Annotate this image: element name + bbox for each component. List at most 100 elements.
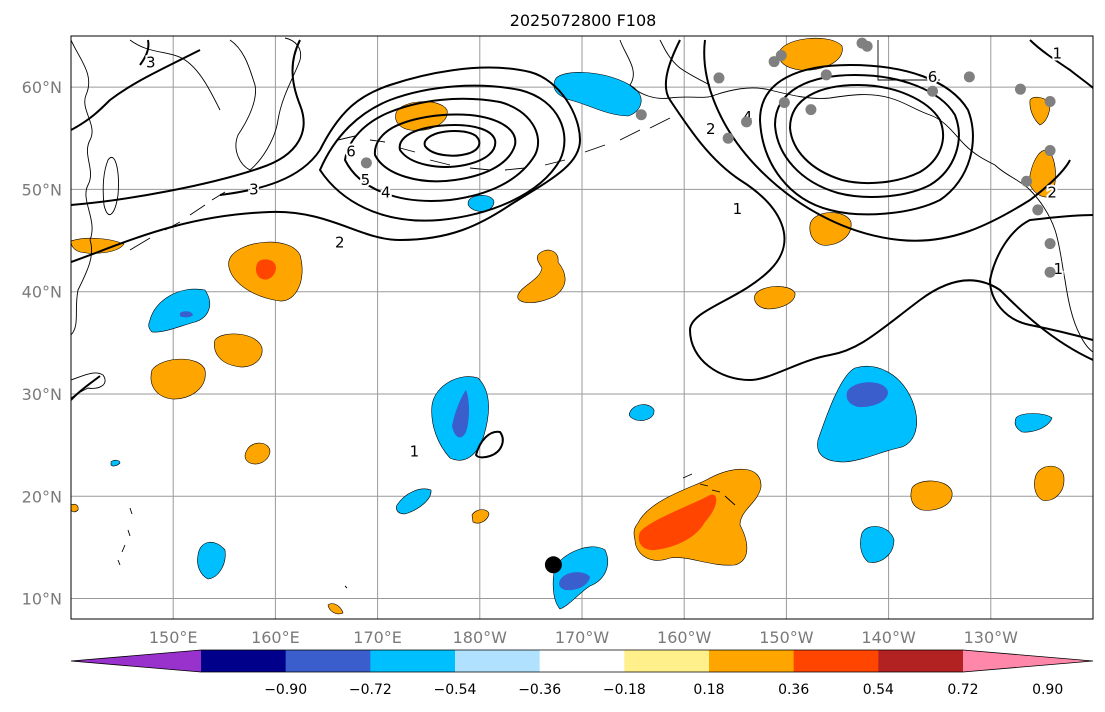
anomaly-patch: [471, 509, 490, 524]
colorbar-label: 0.18: [693, 682, 724, 698]
contour-label: 6: [346, 143, 356, 161]
colorbar-swatch: [624, 650, 710, 672]
contour-label: 2: [335, 234, 345, 252]
station-dot: [820, 69, 832, 81]
station-dot: [778, 96, 790, 108]
lon-label: 170°W: [555, 628, 610, 647]
anomaly-patch: [860, 526, 895, 563]
anomaly-patch: [197, 542, 226, 580]
lon-label: 140°W: [861, 628, 916, 647]
station-dot: [775, 49, 787, 61]
station-markers: [360, 37, 1056, 574]
anomaly-patch: [110, 459, 121, 467]
anomaly-shading: [71, 37, 1065, 615]
lat-label: 40°N: [22, 283, 62, 302]
anomaly-patch: [1014, 413, 1053, 433]
contour-label: 3: [146, 54, 156, 72]
colorbar-extend-high: [963, 650, 1093, 672]
map-frame: [70, 35, 1094, 620]
colorbar-swatch: [878, 650, 964, 672]
coastline-kamchatka: [229, 37, 302, 171]
contour-line: [664, 39, 1093, 382]
contour-label: 2: [1047, 183, 1057, 201]
map-title: 2025072800 F108: [510, 11, 657, 30]
anomaly-patch: [628, 404, 655, 421]
coastline-alaska-inner: [659, 39, 711, 86]
lon-label: 170°E: [353, 628, 402, 647]
anomaly-patch: [910, 480, 953, 511]
colorbar-label: −0.18: [603, 682, 646, 698]
station-dot: [1044, 266, 1056, 278]
anomaly-patch: [778, 37, 843, 71]
station-dot: [1044, 238, 1056, 250]
anomaly-patch: [71, 503, 79, 513]
colorbar-label: −0.54: [434, 682, 477, 698]
contour-line: [703, 39, 1071, 242]
colorbar-swatch: [285, 650, 371, 672]
anomaly-patch: [244, 442, 271, 465]
station-dot: [861, 40, 873, 52]
contour-line: [773, 73, 960, 198]
colorbar-label: −0.90: [264, 682, 307, 698]
lat-label: 30°N: [22, 385, 62, 404]
contour-line: [71, 49, 201, 131]
anomaly-patch: [214, 333, 263, 368]
lat-label: 60°N: [22, 78, 62, 97]
contour-line: [71, 66, 582, 263]
coastlines: [71, 37, 1093, 589]
contours: [71, 39, 1093, 459]
station-dot: [722, 132, 734, 144]
contour-label: 1: [1052, 44, 1062, 62]
station-dot: [927, 85, 939, 97]
station-dot: [1032, 204, 1044, 216]
contour-label: 4: [381, 183, 391, 201]
contour-line: [318, 84, 566, 222]
colorbar-swatch: [201, 650, 287, 672]
anomaly-patch: [1034, 465, 1065, 501]
anomaly-patch: [809, 212, 852, 246]
coastline-hawaii: [682, 473, 736, 506]
colorbar-extend-low: [71, 650, 201, 672]
lon-label: 150°E: [149, 628, 198, 647]
colorbar-swatch: [793, 650, 879, 672]
anomaly-patch: [1029, 96, 1051, 126]
positive-anomaly-regions: [71, 37, 1065, 615]
longitude-labels: 150°E 160°E 170°E 180°W 170°W 160°W 150°…: [149, 628, 1018, 647]
contour-label: 6: [928, 68, 938, 86]
contour-label: 2: [706, 120, 716, 138]
coastline-islands: [117, 507, 348, 589]
anomaly-patch: [148, 288, 210, 333]
contour-line: [474, 430, 504, 459]
lon-label: 160°W: [657, 628, 712, 647]
colorbar-label: −0.36: [518, 682, 561, 698]
colorbar-label: 0.54: [863, 682, 894, 698]
anomaly-patch: [638, 494, 717, 551]
station-dot: [768, 56, 780, 68]
contour-label: 1: [733, 200, 743, 218]
contour-line: [988, 214, 1093, 341]
contour-line: [373, 113, 517, 183]
anomaly-patch: [553, 72, 642, 117]
anomaly-patch: [71, 237, 125, 254]
lon-label: 150°W: [759, 628, 814, 647]
anomaly-patch: [396, 488, 432, 515]
station-dot: [1044, 145, 1056, 157]
contour-labels: 3 6 5 4 3 2 1 1 2 4 6 1 2 1 1: [144, 42, 1065, 462]
contour-label: 3: [249, 180, 259, 198]
anomaly-patch: [452, 390, 469, 438]
anomaly-patch: [255, 259, 276, 280]
station-dot: [805, 104, 817, 116]
station-dot: [963, 71, 975, 83]
latitude-labels: 60°N 50°N 40°N 30°N 20°N 10°N: [22, 78, 62, 608]
coastline-canada-box: [877, 40, 940, 81]
lon-label: 160°E: [251, 628, 300, 647]
contour-label: 1: [410, 442, 420, 460]
contour-line: [758, 63, 974, 216]
anomaly-patch: [846, 382, 888, 408]
lat-label: 50°N: [22, 180, 62, 199]
contour-line: [423, 130, 481, 157]
colorbar-swatch: [539, 650, 625, 672]
anomaly-patch: [150, 358, 206, 400]
colorbar-labels: −0.90 −0.72 −0.54 −0.36 −0.18 0.18 0.36 …: [264, 682, 1063, 698]
